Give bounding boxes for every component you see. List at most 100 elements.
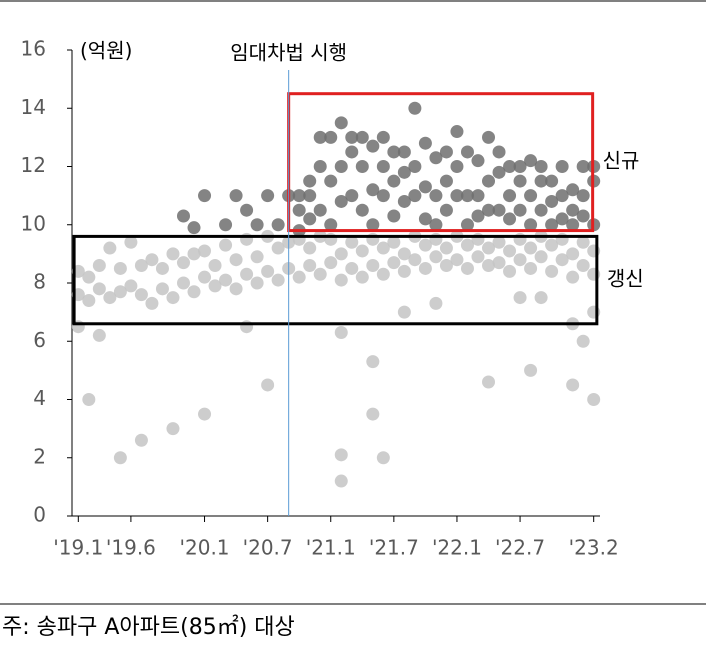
point	[366, 218, 380, 232]
point	[313, 130, 327, 144]
point	[366, 407, 380, 421]
point	[555, 232, 569, 246]
point	[229, 282, 243, 296]
point	[429, 296, 443, 310]
point	[418, 136, 432, 150]
point	[534, 160, 548, 173]
point	[460, 189, 474, 203]
point	[418, 261, 432, 275]
y-tick-label: 10	[21, 211, 46, 235]
point	[482, 174, 496, 188]
point	[240, 232, 254, 246]
point	[492, 256, 506, 270]
point	[103, 291, 117, 305]
point	[198, 189, 212, 203]
point	[376, 267, 390, 281]
point	[134, 288, 148, 302]
point	[555, 160, 569, 173]
point	[324, 130, 338, 144]
box-label: 신규	[603, 149, 640, 173]
x-tick-label: '22.1	[432, 536, 482, 560]
point	[229, 189, 243, 203]
point	[187, 247, 201, 261]
point	[471, 250, 485, 264]
point	[524, 241, 538, 255]
point	[566, 183, 580, 197]
point	[240, 267, 254, 281]
point	[355, 130, 369, 144]
point	[576, 334, 590, 348]
y-tick-label: 2	[33, 444, 46, 468]
point	[545, 264, 559, 278]
point	[334, 247, 348, 261]
point	[566, 270, 580, 284]
point	[397, 305, 411, 319]
point	[503, 189, 517, 203]
point	[545, 218, 559, 232]
point	[82, 393, 96, 406]
point	[376, 189, 390, 203]
point	[219, 273, 233, 287]
point	[492, 203, 506, 217]
point	[387, 209, 401, 223]
point	[545, 174, 559, 188]
x-tick-label: '20.1	[180, 536, 230, 560]
point	[145, 296, 159, 310]
point	[334, 116, 348, 130]
point	[408, 189, 422, 203]
point	[134, 433, 148, 447]
point	[576, 209, 590, 223]
point	[292, 203, 306, 217]
point	[555, 253, 569, 267]
point	[155, 282, 169, 296]
point	[92, 282, 106, 296]
point	[345, 189, 359, 203]
point	[387, 174, 401, 188]
point	[355, 244, 369, 258]
point	[313, 267, 327, 281]
point	[376, 451, 390, 465]
y-unit: (억원)	[80, 39, 132, 63]
point	[155, 261, 169, 275]
point	[450, 189, 464, 203]
point	[219, 238, 233, 252]
point	[166, 291, 180, 305]
point	[513, 174, 527, 188]
point	[545, 238, 559, 252]
point	[303, 241, 317, 255]
y-tick-label: 4	[33, 386, 46, 410]
point	[250, 218, 264, 232]
point	[134, 259, 148, 273]
point	[503, 264, 517, 278]
point	[376, 241, 390, 255]
point	[376, 160, 390, 173]
point	[176, 256, 190, 270]
point	[450, 160, 464, 173]
point	[113, 285, 127, 299]
point	[355, 203, 369, 217]
point	[124, 279, 138, 293]
point	[524, 154, 538, 168]
y-tick-label: 14	[21, 95, 46, 119]
point	[366, 232, 380, 246]
point	[176, 209, 190, 223]
y-tick-label: 16	[21, 37, 46, 61]
point	[334, 326, 348, 340]
point	[429, 151, 443, 165]
point	[587, 393, 601, 406]
highlight-box	[72, 234, 599, 326]
point	[334, 160, 348, 173]
point	[198, 244, 212, 258]
point	[471, 154, 485, 168]
point	[397, 165, 411, 179]
point	[408, 160, 422, 173]
point	[303, 259, 317, 273]
point	[513, 203, 527, 217]
point	[324, 218, 338, 232]
point	[82, 270, 96, 284]
point	[576, 160, 590, 173]
point	[92, 259, 106, 273]
point	[439, 145, 453, 159]
point	[313, 203, 327, 217]
